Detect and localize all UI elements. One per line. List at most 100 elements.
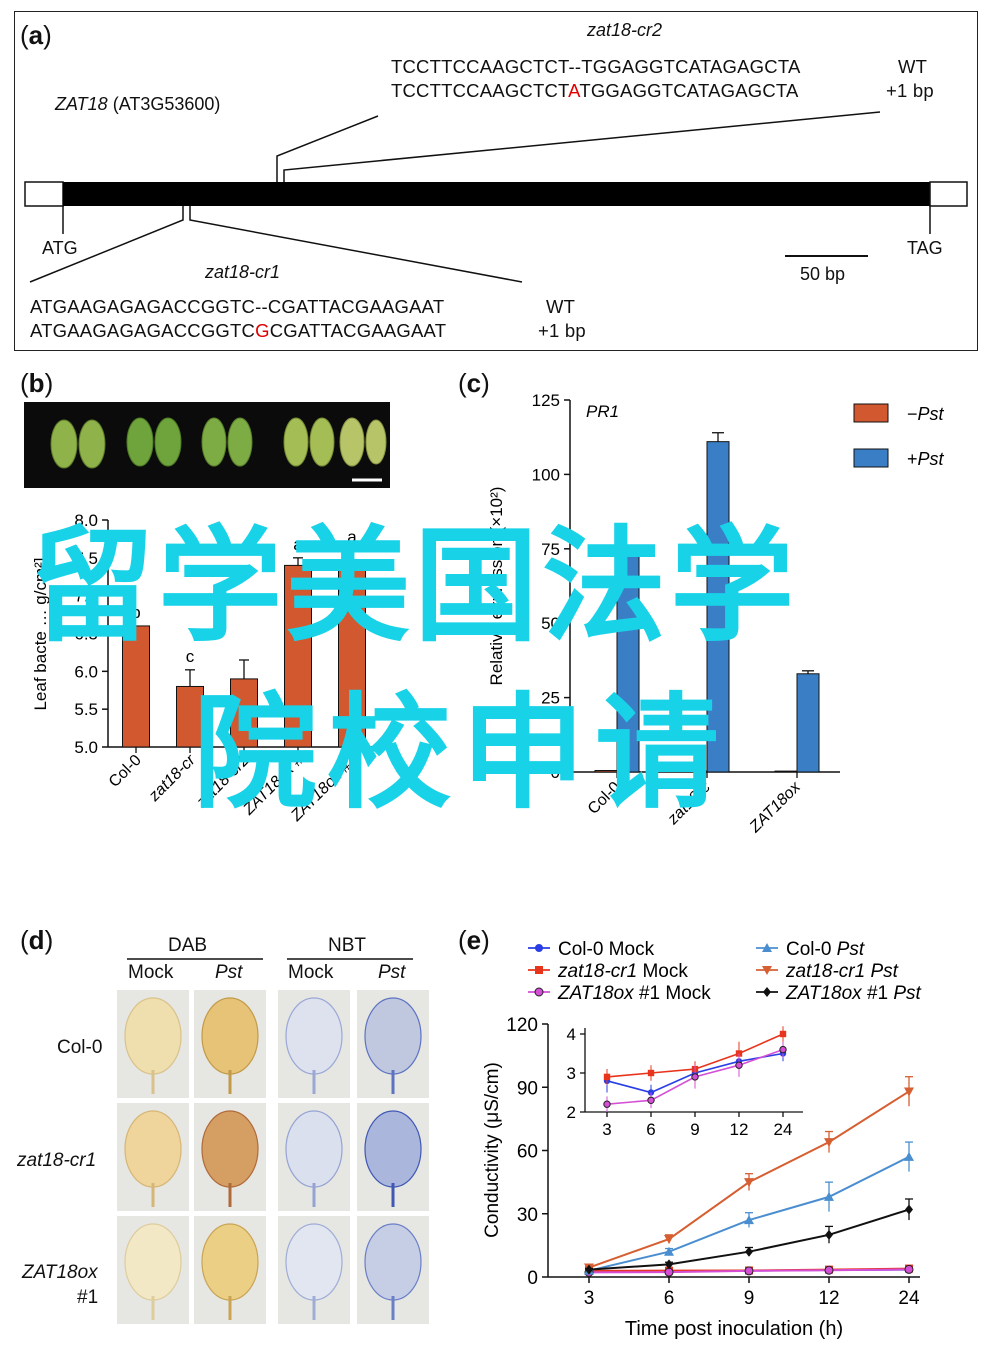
bacteria-bar-chart: 5.0 5.5 6.0 6.5 7.0 7.5 8.0 Leaf bacte … g/cm²]… [31,511,388,825]
stained-leaf [201,1223,259,1301]
marker-square [535,966,543,974]
legend-label: Col-0 Pst [786,939,865,960]
marker-circle-open [603,1100,611,1108]
bar [616,548,640,773]
marker-diamond [763,987,771,997]
y-tick-label: 0 [527,1268,538,1289]
watermark-line-1: 留学美国法学 [30,515,799,659]
marker-triangle-down [664,1235,674,1245]
significance-letter: c [186,647,195,666]
marker-circle-open [647,1096,655,1105]
cr1-callout-right [189,206,523,283]
legend-label: Col-0 Mock [558,939,655,960]
inset-x-tick-label: 9 [690,1120,699,1139]
series-5 [585,1198,913,1275]
bar [122,625,150,748]
y-tick-label: 50 [541,614,560,633]
panel-c-label: (c) [458,368,490,398]
inset-x-tick-label: 3 [602,1120,611,1139]
gene-diagram [24,111,968,283]
legend-label: ZAT18ox #1 Pst [785,983,922,1004]
gene-name: ZAT18 (AT3G53600) [55,94,221,114]
marker-triangle [664,1246,674,1256]
utr-3 [929,181,968,207]
series-4 [584,1076,914,1273]
start-codon: ATG [42,238,78,258]
cr2-mut-sequence: TCCTTCCAAGCTCTATGGAGGTCATAGAGCTA [391,80,799,101]
leaf-pair-2 [126,417,182,467]
x-tick-label: Col-0 [106,752,145,791]
bar [284,564,312,748]
marker-triangle-down [762,966,772,975]
col-nbt-pst: Pst [378,962,406,983]
marker-diamond [665,1259,673,1270]
marker-diamond [745,1246,753,1257]
panel-d-label: (d) [20,925,54,955]
marker-square [603,1073,611,1081]
marker-circle-open [779,1045,787,1054]
staining-leaf-grid [117,990,429,1324]
marker-circle-open [904,1264,914,1274]
stained-leaf [285,1223,343,1301]
series-3 [584,1141,914,1275]
y-tick-label: 120 [506,1015,538,1036]
marker-triangle-down [824,1138,834,1148]
bar [796,673,820,773]
cr1-wt-tag: WT [546,296,576,317]
legend-label: +Pst [907,449,945,469]
significance-letter: a [293,535,303,554]
panel-a-label: (a) [20,20,52,50]
leaf-pair-3 [201,417,253,467]
marker-circle-open [824,1265,834,1275]
cr1-wt-sequence: ATGAAGAGAGACCGGTC--CGATTACGAAGAAT [30,296,445,317]
legend-label: ZAT18ox #1 Mock [557,983,711,1004]
y-axis-label: Conductivity (μS/cm) [482,1062,503,1238]
x-axis-label: Time post inoculation (h) [625,1318,843,1340]
col-nbt-mock: Mock [288,962,334,983]
y-tick-label: 7.0 [74,587,98,606]
marker-circle-open [735,1061,743,1069]
watermark-line-2: 院校申请 [193,682,730,826]
cr2-allele-label: zat18-cr2 [587,20,663,40]
legend-label: zat18-cr1 Mock [557,961,688,982]
y-tick-label: 5.5 [74,700,98,719]
coding-region [63,182,930,206]
gene-title: PR1 [586,402,619,421]
marker-diamond [585,1264,593,1275]
marker-diamond [905,1204,913,1215]
significance-letter: a [347,527,357,546]
x-tick-label: 24 [898,1288,920,1309]
marker-square [647,1069,655,1077]
cr1-allele-label: zat18-cr1 [205,262,281,282]
row-zat18ox: ZAT18ox [22,1262,98,1283]
series-2 [584,1264,914,1277]
y-tick-label: 125 [532,391,560,410]
panel-a [14,11,978,351]
stained-leaf [364,1223,422,1301]
stained-leaf [124,997,182,1075]
legend-label: zat18-cr1 Pst [785,961,899,982]
x-tick-label: 9 [744,1288,755,1309]
y-tick-label: 100 [532,465,560,484]
x-tick-label: 12 [818,1288,839,1309]
marker-triangle [744,1215,754,1225]
significance-letter: b [131,603,140,622]
y-tick-label: 30 [517,1205,538,1226]
leaf-pair-5 [339,417,387,467]
group-dab: DAB [168,935,208,956]
inset-y-tick-label: 3 [567,1064,576,1083]
marker-diamond [825,1229,833,1240]
cr1-mut-tag: +1 bp [538,320,586,341]
col-dab-pst: Pst [215,962,243,983]
scale-bar-label: 50 bp [800,264,846,284]
leaf-photo-strip [24,402,390,488]
marker-square [779,1030,787,1038]
cr2-mut-tag: +1 bp [886,80,934,101]
y-tick-label: 6.0 [74,662,98,681]
y-axis-label: Relative expression (×10²) [487,487,506,686]
leaf-pair-4 [283,417,335,467]
leaf-pair-1 [50,419,106,469]
panel-e-label: (e) [458,925,490,955]
inset-x-tick-label: 12 [730,1120,749,1139]
